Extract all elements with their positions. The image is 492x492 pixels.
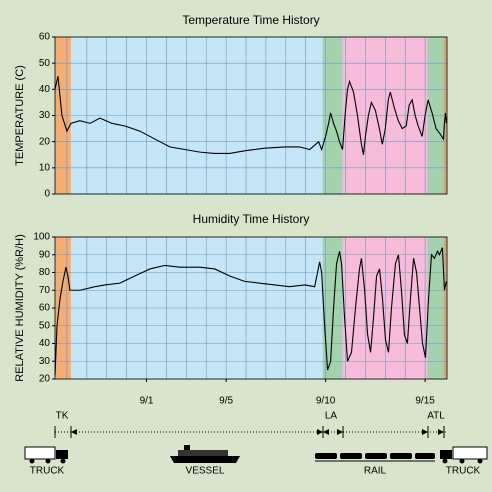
rail-icon	[315, 453, 435, 462]
vessel-icon	[170, 445, 240, 463]
chart: Temperature Time History TEMPERATURE (C) 0…	[14, 13, 448, 200]
route-marker: TK	[56, 411, 69, 422]
y-tick-label: 0	[44, 189, 50, 200]
x-tick-label: 9/15	[415, 396, 435, 407]
route-arrows	[71, 429, 444, 435]
y-tick-label: 60	[39, 32, 51, 43]
plot-frame	[54, 36, 448, 195]
y-tick-label: 60	[39, 303, 51, 314]
route-line	[54, 426, 447, 438]
route-marker: LA	[325, 411, 338, 422]
chart: Humidity Time History RELATIVE HUMIDITY (…	[14, 212, 448, 407]
y-tick-label: 50	[39, 58, 51, 69]
route-marker: ATL	[427, 411, 445, 422]
y-tick-label: 30	[39, 356, 51, 367]
truck-icon	[24, 446, 68, 464]
mode-label: TRUCK	[446, 466, 481, 477]
truck-icon	[440, 446, 488, 464]
charts: Temperature Time History TEMPERATURE (C) 0…	[14, 13, 448, 407]
y-tick-label: 100	[33, 232, 50, 243]
x-tick-label: 9/1	[140, 396, 154, 407]
plot-frame	[54, 236, 448, 380]
x-tick-label: 9/5	[219, 396, 233, 407]
y-tick-label: 70	[39, 285, 51, 296]
mode-label: VESSEL	[186, 466, 225, 477]
y-tick-label: 50	[39, 320, 51, 331]
y-tick-label: 30	[39, 110, 51, 121]
y-tick-label: 20	[39, 374, 51, 385]
chart-title: Temperature Time History	[182, 13, 319, 27]
y-tick-label: 90	[39, 249, 51, 260]
mode-label: RAIL	[364, 466, 387, 477]
y-tick-label: 80	[39, 267, 51, 278]
data-line	[54, 76, 447, 155]
y-axis-label: RELATIVE HUMIDITY (%R/H)	[14, 234, 26, 382]
y-axis-label: TEMPERATURE (C)	[14, 65, 26, 166]
y-tick-label: 10	[39, 162, 51, 173]
y-tick-label: 40	[39, 84, 51, 95]
y-tick-label: 40	[39, 338, 51, 349]
route-diagram: TK LA ATL	[24, 411, 488, 477]
y-tick-label: 20	[39, 136, 51, 147]
mode-label: TRUCK	[30, 466, 65, 477]
chart-title: Humidity Time History	[193, 212, 310, 226]
x-tick-label: 9/10	[316, 396, 336, 407]
data-line	[54, 247, 447, 376]
